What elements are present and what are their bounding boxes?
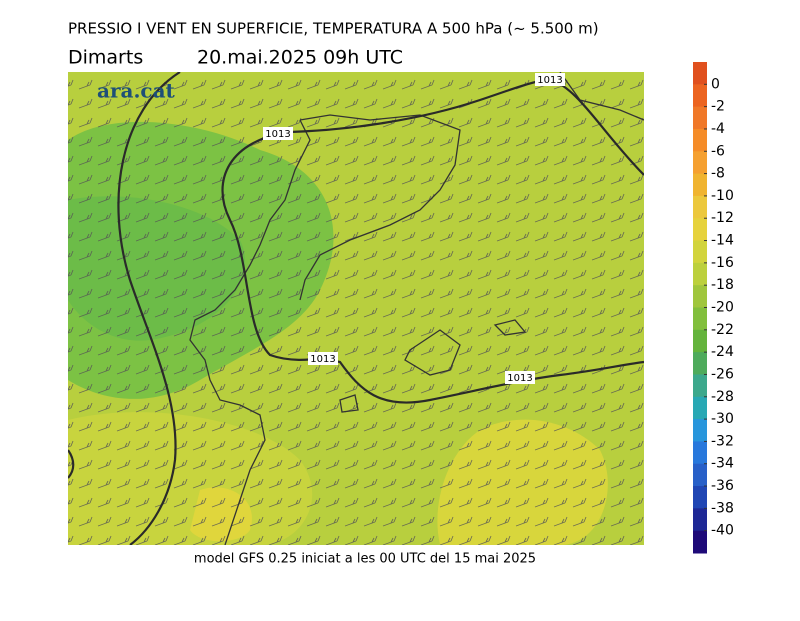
isobar-label-box [308, 352, 338, 365]
colorbar-label: -26 [711, 366, 734, 382]
colorbar-swatch [693, 240, 707, 264]
isobar-label: 1013 [265, 129, 290, 140]
day: Dimarts [68, 47, 143, 69]
colorbar-label: 0 [711, 76, 720, 92]
colorbar-swatch [693, 329, 707, 353]
colorbar-label: -30 [711, 411, 734, 427]
colorbar-swatch [693, 128, 707, 152]
isobar-label-box [263, 127, 293, 140]
colorbar-swatch [693, 307, 707, 331]
colorbar-label: -34 [711, 456, 734, 472]
colorbar-swatch [693, 173, 707, 197]
isobar [68, 449, 75, 479]
colorbar-label: -28 [711, 389, 734, 405]
isobar-label: 1013 [507, 373, 532, 384]
colorbar-swatch [693, 508, 707, 532]
colorbar-swatch [693, 374, 707, 398]
colorbar-swatch [693, 195, 707, 219]
colorbar-label: -32 [711, 433, 734, 449]
colorbar-label: -4 [711, 121, 725, 137]
colorbar-swatch [693, 352, 707, 375]
logo: ara.cat [97, 79, 176, 103]
isobar [289, 77, 644, 176]
colorbar-label: -22 [711, 322, 734, 338]
colorbar-swatch [693, 419, 707, 442]
colorbar-label: -12 [711, 210, 734, 226]
colorbar-swatch [693, 218, 707, 242]
colorbar-label: -18 [711, 277, 734, 293]
colorbar-label: -2 [711, 99, 725, 115]
colorbar-label: -16 [711, 255, 734, 271]
isobar-label-box [505, 371, 535, 384]
map: ara.cat [68, 72, 644, 545]
colorbar-swatch [693, 262, 707, 286]
date: 20.mai.2025 09h UTC [197, 47, 403, 69]
colorbar-swatch [693, 441, 707, 465]
colorbar-label: -20 [711, 300, 734, 316]
colorbar-label: -10 [711, 188, 734, 204]
isobar [117, 72, 181, 545]
colorbar-swatch [693, 285, 707, 308]
colorbar-swatch [693, 396, 707, 420]
isobar-label-box [535, 73, 565, 86]
colorbar-swatch [693, 84, 707, 108]
colorbar-swatch [693, 106, 707, 130]
colorbar: 0 -2 -4 -6 -8 -10 -12 -14 -16 -18 -20 -22 -24 -26 -28 -… [693, 62, 734, 554]
colorbar-label: -36 [711, 478, 734, 494]
colorbar-label: -8 [711, 166, 725, 182]
colorbar-label: -38 [711, 500, 734, 516]
title: PRESSIO I VENT EN SUPERFICIE, TEMPERATUR… [68, 20, 599, 38]
colorbar-swatch [693, 463, 707, 487]
wind-barbs [68, 72, 644, 545]
colorbar-label: -40 [711, 523, 734, 539]
colorbar-label: -14 [711, 233, 734, 249]
colorbar-swatch [693, 530, 707, 554]
colorbar-label: -6 [711, 143, 725, 159]
colorbar-swatch [693, 486, 707, 509]
coastline [299, 114, 461, 301]
coastline [559, 72, 644, 121]
colorbar-swatch [693, 62, 707, 85]
footer: model GFS 0.25 iniciat a les 00 UTC del … [194, 552, 536, 567]
colorbar-label: -24 [711, 344, 734, 360]
islands [339, 319, 527, 413]
colorbar-swatch [693, 151, 707, 175]
isobar-label: 1013 [537, 75, 562, 86]
isobar-label: 1013 [310, 354, 335, 365]
coastline [189, 119, 311, 545]
